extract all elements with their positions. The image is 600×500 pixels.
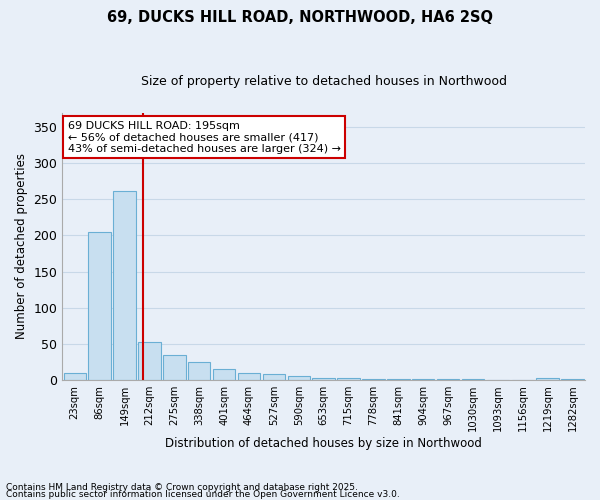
Bar xyxy=(163,354,185,380)
Bar xyxy=(287,376,310,380)
Bar xyxy=(362,379,385,380)
Bar xyxy=(263,374,285,380)
Text: 69 DUCKS HILL ROAD: 195sqm
← 56% of detached houses are smaller (417)
43% of sem: 69 DUCKS HILL ROAD: 195sqm ← 56% of deta… xyxy=(68,121,341,154)
Bar xyxy=(64,372,86,380)
Bar xyxy=(536,378,559,380)
Text: Contains HM Land Registry data © Crown copyright and database right 2025.: Contains HM Land Registry data © Crown c… xyxy=(6,484,358,492)
Text: Contains public sector information licensed under the Open Government Licence v3: Contains public sector information licen… xyxy=(6,490,400,499)
Bar xyxy=(437,379,460,380)
Bar xyxy=(313,378,335,380)
Text: 69, DUCKS HILL ROAD, NORTHWOOD, HA6 2SQ: 69, DUCKS HILL ROAD, NORTHWOOD, HA6 2SQ xyxy=(107,10,493,25)
Bar xyxy=(88,232,111,380)
Bar xyxy=(113,190,136,380)
Bar xyxy=(387,379,410,380)
Title: Size of property relative to detached houses in Northwood: Size of property relative to detached ho… xyxy=(140,75,506,88)
Bar xyxy=(238,372,260,380)
Bar xyxy=(562,379,584,380)
Bar xyxy=(337,378,360,380)
Bar xyxy=(213,369,235,380)
Bar xyxy=(188,362,211,380)
X-axis label: Distribution of detached houses by size in Northwood: Distribution of detached houses by size … xyxy=(165,437,482,450)
Y-axis label: Number of detached properties: Number of detached properties xyxy=(15,154,28,340)
Bar xyxy=(462,379,484,380)
Bar xyxy=(412,379,434,380)
Bar xyxy=(138,342,161,380)
